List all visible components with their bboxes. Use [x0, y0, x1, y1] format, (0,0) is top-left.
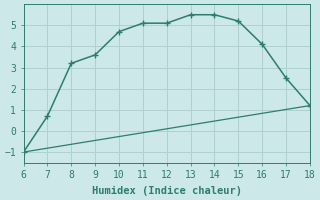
X-axis label: Humidex (Indice chaleur): Humidex (Indice chaleur) [92, 186, 242, 196]
